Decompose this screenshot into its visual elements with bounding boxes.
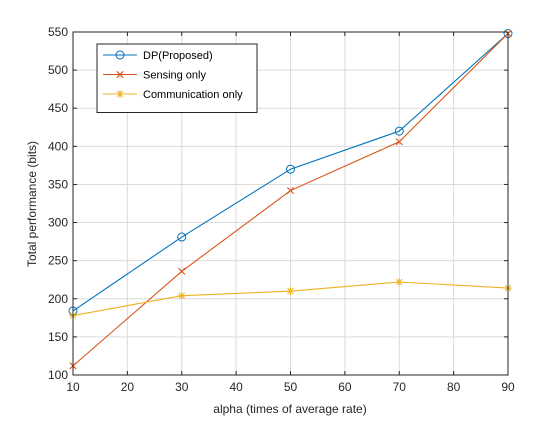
y-tick-label: 150 <box>48 330 68 344</box>
y-tick-label: 400 <box>48 139 68 153</box>
legend-swatch-marker <box>115 50 125 60</box>
data-point <box>286 164 295 174</box>
legend-swatch-marker <box>116 90 124 98</box>
x-tick-label: 90 <box>501 380 515 394</box>
data-point <box>286 186 295 195</box>
legend-label: Communication only <box>143 89 243 101</box>
x-tick-label: 50 <box>284 380 298 394</box>
x-tick-label: 80 <box>447 380 461 394</box>
data-point <box>177 291 186 300</box>
data-point <box>395 138 403 146</box>
x-tick-label: 60 <box>338 380 352 394</box>
data-point <box>177 232 187 242</box>
data-point <box>178 267 186 275</box>
y-tick-label: 550 <box>48 25 68 39</box>
y-axis-label: Total performance (bits) <box>25 141 39 267</box>
y-tick-label: 450 <box>48 101 68 115</box>
y-tick-label: 350 <box>48 177 68 191</box>
y-tick-label: 100 <box>48 368 68 382</box>
x-axis-label: alpha (times of average rate) <box>213 402 366 416</box>
x-tick-label: 10 <box>66 380 80 394</box>
legend-label: DP(Proposed) <box>143 50 213 62</box>
legend-swatch-marker <box>116 70 124 79</box>
y-tick-label: 500 <box>48 63 68 77</box>
y-tick-label: 250 <box>48 254 68 268</box>
data-point <box>286 287 295 296</box>
y-tick-label: 300 <box>48 216 68 230</box>
x-tick-label: 20 <box>121 380 135 394</box>
data-point <box>394 126 404 136</box>
x-tick-label: 30 <box>175 380 189 394</box>
data-point <box>395 278 404 287</box>
y-tick-label: 200 <box>48 292 68 306</box>
x-tick-label: 40 <box>229 380 243 394</box>
legend-label: Sensing only <box>143 70 206 82</box>
x-tick-label: 70 <box>393 380 407 394</box>
series-line <box>72 33 509 312</box>
